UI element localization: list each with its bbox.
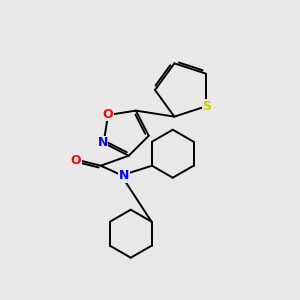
Text: S: S [202, 100, 211, 113]
Text: N: N [98, 136, 108, 149]
Text: N: N [118, 169, 129, 182]
Text: O: O [103, 107, 113, 121]
Text: O: O [70, 154, 81, 167]
